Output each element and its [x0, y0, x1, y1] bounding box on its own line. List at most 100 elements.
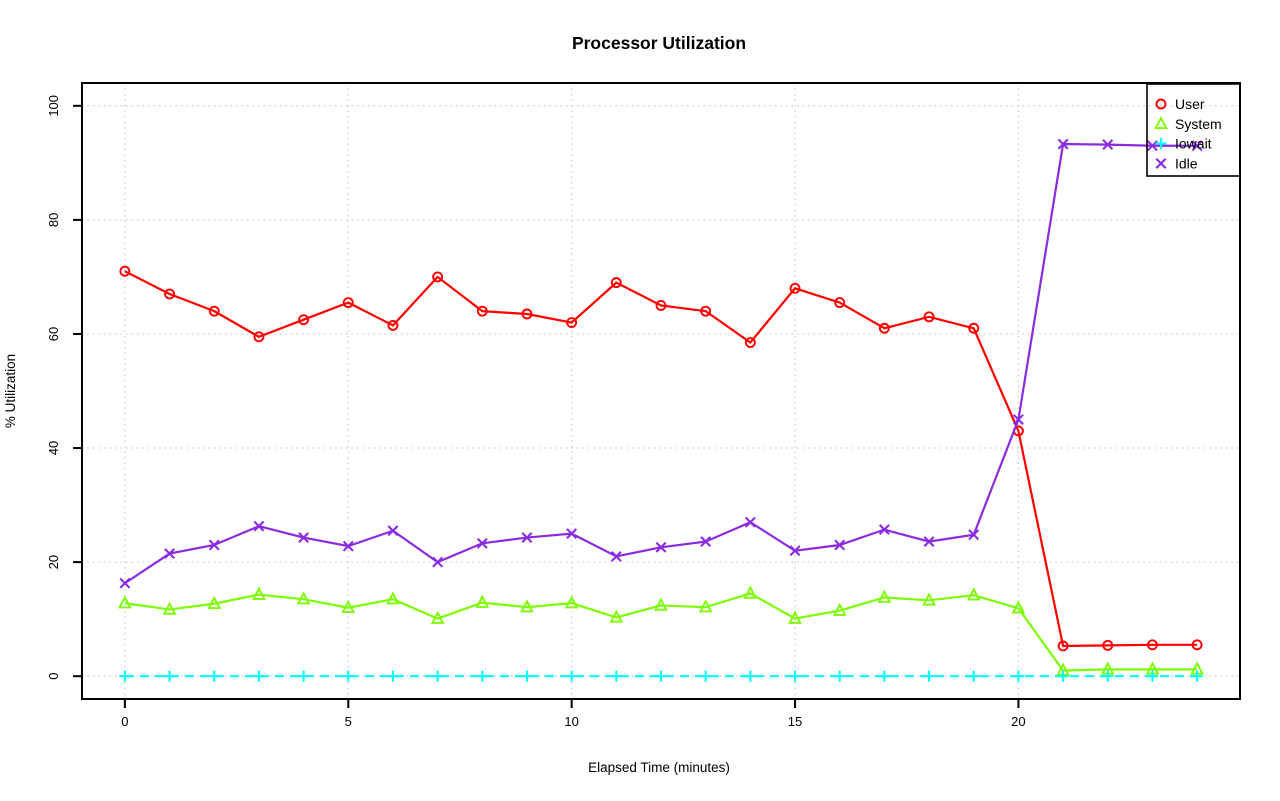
triangle-marker [162, 601, 177, 615]
plus-marker [208, 670, 220, 682]
triangle-marker [877, 589, 892, 603]
triangle-marker [743, 585, 758, 599]
x-marker [566, 528, 578, 540]
circle-marker [566, 317, 578, 329]
plus-marker [700, 670, 712, 682]
x-marker [164, 548, 176, 559]
x-marker [432, 556, 444, 568]
x-marker [119, 577, 131, 589]
x-marker [253, 520, 265, 532]
x-marker [298, 532, 310, 544]
plus-marker [342, 670, 354, 682]
x-tick-label: 0 [121, 714, 128, 729]
x-marker [1155, 157, 1167, 169]
x-marker [968, 529, 980, 541]
circle-marker [700, 305, 712, 317]
series-iowait [119, 670, 1203, 682]
plus-marker [1191, 670, 1203, 682]
x-marker [1012, 414, 1024, 425]
triangle-marker [520, 599, 534, 613]
series-system [118, 585, 1204, 676]
series-user [119, 265, 1203, 652]
legend-box [1146, 83, 1241, 177]
x-marker [700, 536, 712, 548]
x-marker [208, 539, 220, 551]
x-marker [521, 532, 533, 544]
x-marker [342, 540, 354, 552]
x-marker [1057, 138, 1069, 150]
x-marker [1191, 140, 1203, 152]
circle-marker [521, 308, 533, 320]
circle-marker [610, 277, 622, 289]
x-tick-label: 20 [1011, 714, 1025, 729]
circle-marker [342, 297, 354, 309]
x-marker [476, 537, 488, 549]
legend-label: User [1175, 96, 1205, 112]
x-marker [655, 541, 667, 553]
x-axis-label: Elapsed Time (minutes) [588, 760, 730, 775]
plus-marker [789, 670, 801, 682]
circle-marker [1057, 640, 1069, 652]
triangle-marker [1154, 115, 1168, 130]
plus-marker [1146, 670, 1159, 682]
plus-marker [253, 670, 265, 682]
x-marker [878, 524, 890, 536]
x-marker [1102, 139, 1114, 151]
plus-marker [1155, 138, 1167, 150]
triangle-marker [386, 591, 400, 605]
plus-marker [566, 670, 578, 682]
chart-title: Processor Utilization [572, 33, 746, 53]
triangle-marker [1011, 600, 1026, 614]
y-tick-label: 40 [46, 441, 61, 455]
plus-marker [968, 670, 980, 682]
plus-marker [834, 670, 846, 682]
plot-border [81, 82, 1241, 700]
plus-marker [878, 670, 890, 682]
x-marker [923, 536, 935, 548]
plus-marker [432, 670, 444, 682]
circle-marker [119, 265, 131, 277]
circle-marker [655, 299, 667, 311]
circle-marker [789, 282, 801, 294]
triangle-marker [698, 599, 713, 613]
triangle-marker [654, 597, 668, 611]
x-marker [789, 545, 801, 557]
plus-marker [1057, 670, 1069, 682]
legend-label: Idle [1175, 155, 1198, 171]
gridlines [82, 83, 1240, 699]
y-tick-label: 60 [46, 327, 61, 341]
circle-marker [432, 271, 444, 283]
circle-marker [923, 311, 935, 323]
circle-marker [1146, 639, 1158, 651]
plus-marker [476, 670, 488, 682]
circle-marker [298, 314, 310, 326]
triangle-marker [252, 586, 266, 600]
circle-marker [208, 305, 220, 317]
triangle-marker [788, 610, 802, 624]
circle-marker [1155, 98, 1167, 110]
circle-marker [164, 288, 176, 300]
plus-marker [923, 670, 935, 682]
plus-marker [521, 670, 533, 682]
circle-marker [476, 305, 488, 317]
data-series [118, 138, 1204, 682]
y-tick-label: 20 [46, 555, 61, 569]
plus-marker [387, 670, 399, 682]
series-line-system [124, 592, 1198, 672]
x-marker [387, 525, 399, 537]
x-marker [610, 550, 622, 562]
triangle-marker [609, 609, 624, 623]
triangle-marker [922, 592, 936, 606]
triangle-marker [207, 595, 222, 609]
plus-marker [297, 670, 310, 682]
circle-marker [744, 337, 756, 348]
plus-marker [163, 670, 176, 682]
plus-marker [1102, 670, 1114, 682]
x-tick-label: 5 [345, 714, 352, 729]
plus-marker [610, 670, 622, 682]
series-line-user [124, 270, 1198, 648]
circle-marker [1102, 639, 1114, 651]
triangle-marker [564, 595, 579, 609]
circle-marker [834, 297, 846, 309]
